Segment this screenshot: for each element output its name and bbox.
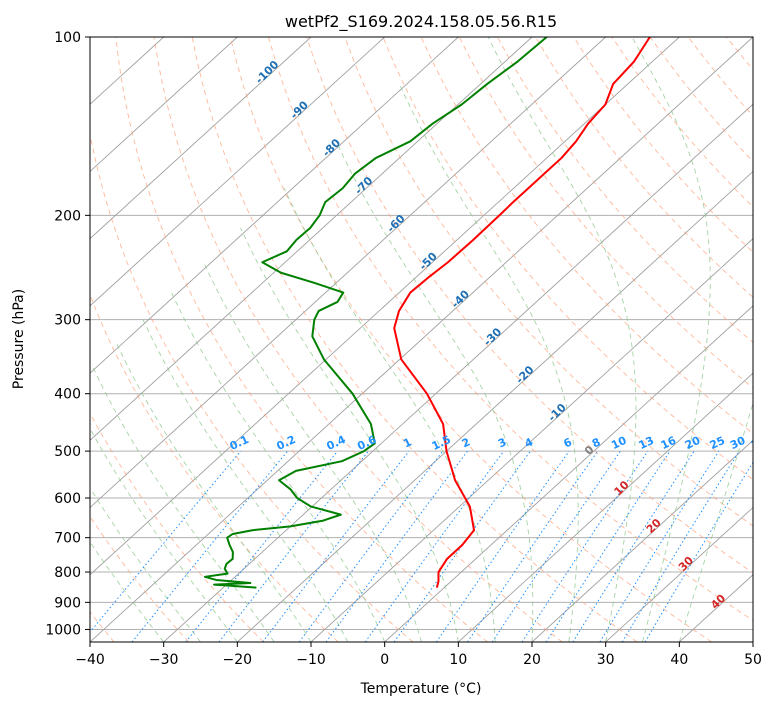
- mixing-ratio-label: 25: [708, 434, 727, 452]
- isotherm--100: [90, 37, 312, 240]
- grid-layer: [90, 37, 753, 642]
- y-tick-label: 700: [54, 531, 81, 547]
- plot-frame: [89, 36, 754, 643]
- y-tick-label: 900: [54, 595, 81, 611]
- x-tick-label: −30: [149, 652, 179, 668]
- x-tick-label: 50: [744, 652, 762, 668]
- isotherm--40: [90, 37, 753, 642]
- series-layer: [203, 37, 651, 589]
- y-tick-label: 300: [54, 313, 81, 329]
- mixing-ratio-label: 10: [609, 434, 629, 452]
- moist-adiabat: [240, 227, 459, 642]
- y-tick-label: 600: [54, 491, 81, 507]
- isotherm--110: [90, 37, 238, 173]
- mixing-ratio-line: [521, 450, 649, 642]
- dry-adiabat: [191, 37, 638, 642]
- mixing-ratio-label: 16: [659, 434, 679, 452]
- dry-adiabat: [90, 293, 339, 642]
- x-tick-label: −20: [223, 652, 253, 668]
- isotherm-30: [605, 506, 753, 642]
- mixing-ratio-line: [185, 450, 338, 642]
- x-tick-label: 0: [380, 652, 389, 668]
- moist-adiabat: [487, 37, 637, 642]
- isotherm--70: [90, 37, 533, 441]
- dry-adiabat: [344, 37, 753, 527]
- isotherm--60: [90, 37, 606, 509]
- x-tick-label: 40: [670, 652, 688, 668]
- mixing-ratio-line: [572, 450, 695, 642]
- y-tick-label: 500: [54, 444, 81, 460]
- dry-adiabat: [153, 37, 563, 642]
- dry-adiabat: [268, 37, 753, 622]
- dry-adiabat: [306, 37, 753, 574]
- y-tick-label: 400: [54, 387, 81, 403]
- mixing-ratio-line: [131, 450, 288, 642]
- isotherm--50: [90, 37, 680, 576]
- x-tick-label: 30: [597, 652, 615, 668]
- x-tick-label: 10: [449, 652, 467, 668]
- dry-adiabat: [497, 37, 753, 344]
- moist-adiabat: [90, 541, 165, 642]
- isotherm-10: [458, 372, 753, 642]
- dry-adiabat: [90, 515, 190, 642]
- isotherm-0: [384, 305, 753, 642]
- mixing-ratio-line: [325, 450, 468, 642]
- dry-adiabat: [115, 37, 488, 642]
- mixing-ratio-line: [545, 450, 671, 642]
- moist-adiabat: [335, 141, 534, 642]
- moist-adiabat: [678, 401, 753, 642]
- mixing-ratio-line: [436, 450, 570, 642]
- y-tick-label: 100: [54, 30, 81, 46]
- moist-adiabat: [398, 83, 579, 642]
- dewpoint-profile-line: [203, 37, 548, 589]
- isotherm--80: [90, 37, 459, 374]
- y-axis-label: Pressure (hPa): [11, 289, 27, 389]
- y-tick-label: 800: [54, 565, 81, 581]
- mixing-ratio-line: [90, 450, 242, 633]
- dry-adiabat: [229, 37, 712, 642]
- mixing-ratio-line: [298, 450, 444, 642]
- y-tick-label: 200: [54, 208, 81, 224]
- dry-adiabat: [90, 412, 264, 642]
- moist-adiabat: [203, 262, 422, 642]
- dry-adiabat: [458, 37, 753, 389]
- dry-adiabat: [90, 131, 414, 642]
- isotherm-20: [531, 439, 753, 642]
- moist-adiabat: [90, 427, 238, 642]
- moist-adiabat: [92, 366, 275, 642]
- mixing-ratio-label: 30: [728, 434, 748, 452]
- mixing-ratio-line: [364, 450, 505, 642]
- mixing-ratio-line: [621, 450, 740, 642]
- y-tick-label: 1000: [45, 622, 81, 638]
- axis-layer: −40 −30 −20 −10 0 10 20 30 40 50 100 200 300 400 500 60…: [45, 30, 762, 668]
- chart-title: wetPf2_S169.2024.158.05.56.R15: [285, 12, 557, 32]
- isotherm--10: [310, 238, 753, 642]
- mixing-ratio-line: [393, 450, 531, 642]
- moist-adiabat: [283, 188, 496, 642]
- mixing-ratio-label: 20: [683, 434, 703, 452]
- mixing-ratio-label: 13: [637, 434, 656, 452]
- mixing-ratio-line: [262, 450, 410, 642]
- isotherm--90: [90, 37, 385, 307]
- mixing-ratio-line: [491, 450, 621, 642]
- x-tick-label: −40: [75, 652, 105, 668]
- isotherm--30: [163, 103, 753, 642]
- mixing-ratio-line: [467, 450, 599, 642]
- mixing-ratio-label: 36: [749, 434, 769, 452]
- temperature-profile-line: [393, 37, 651, 588]
- x-tick-label: −10: [296, 652, 326, 668]
- x-tick-label: 20: [523, 652, 541, 668]
- moist-adiabat: [116, 343, 312, 642]
- x-axis-label: Temperature (°C): [360, 681, 482, 697]
- isotherm--20: [237, 170, 753, 642]
